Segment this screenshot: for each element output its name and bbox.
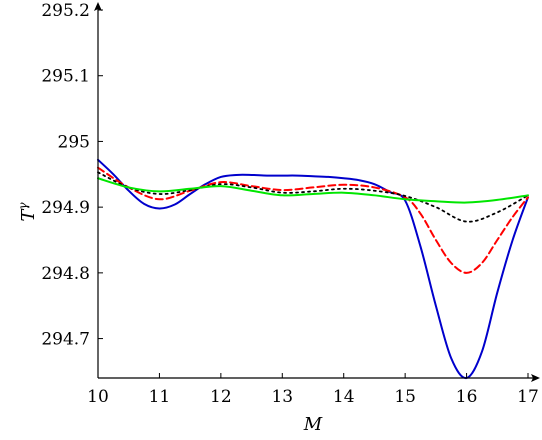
- axes-layer: [94, 2, 540, 382]
- series-line-1: [97, 158, 529, 380]
- x-tick-label: 14: [333, 387, 355, 407]
- x-tick-label: 11: [149, 387, 171, 407]
- y-tick-label: 295.2: [41, 1, 90, 21]
- y-axis-label: Tγ: [16, 202, 39, 222]
- x-tick-label: 16: [456, 387, 478, 407]
- x-tick-label: 12: [210, 387, 232, 407]
- y-tick-label: 294.8: [41, 264, 90, 284]
- x-axis-arrow-icon: [531, 374, 540, 382]
- x-tick-label: 10: [87, 387, 109, 407]
- ticks-layer: 10 11 12 13 14 15 16 17 294.7 294.8 294.9 295 295.1 2…: [41, 1, 538, 407]
- x-tick-label: 13: [271, 387, 293, 407]
- y-tick-label: 294.9: [41, 198, 90, 218]
- y-axis-arrow-icon: [94, 2, 102, 11]
- series-line-2: [97, 166, 529, 274]
- series-line-3: [97, 171, 529, 223]
- y-tick-label: 295.1: [41, 67, 90, 87]
- x-tick-label: 15: [394, 387, 416, 407]
- x-tick-label: 17: [517, 387, 539, 407]
- x-axis-label: M: [303, 414, 323, 435]
- series-layer: [97, 158, 529, 380]
- series-line-4: [97, 177, 529, 204]
- y-tick-label: 295: [58, 132, 90, 152]
- y-tick-label: 294.7: [41, 330, 90, 350]
